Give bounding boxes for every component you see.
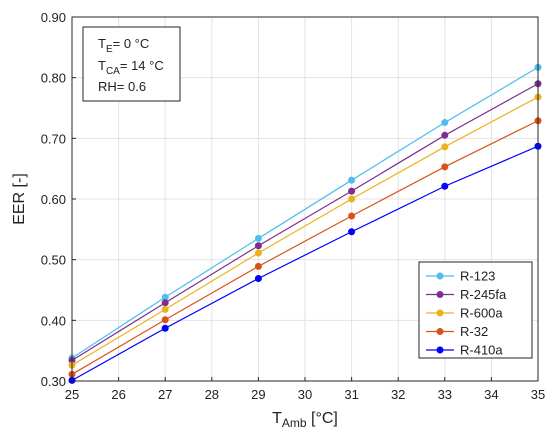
series-r-600a: [68, 93, 542, 369]
data-point: [441, 119, 449, 127]
data-point: [161, 299, 169, 307]
y-tick-label: 0.50: [41, 253, 66, 268]
legend: R-123 R-245fa R-600a R-32 R-410a: [418, 261, 533, 359]
legend-item-r-123: R-123: [426, 269, 495, 284]
data-point: [441, 131, 449, 139]
annotation-box: [82, 26, 181, 102]
legend-marker: [436, 272, 444, 280]
annotation-evaporator-temp-rest: = 0 °C: [113, 36, 150, 51]
annotation-evaporator-temp: TE= 0 °C: [98, 36, 149, 55]
legend-marker: [436, 291, 444, 298]
x-tick-label: 28: [205, 387, 219, 402]
x-tick-label: 29: [251, 387, 265, 402]
data-point: [254, 262, 262, 270]
series-line: [71, 120, 539, 375]
data-point: [254, 242, 262, 250]
y-axis-label: EER [-]: [11, 173, 28, 225]
annotation-air-temp-rest: = 14 °C: [120, 58, 164, 73]
data-point: [161, 305, 169, 313]
legend-label: R-600a: [460, 306, 503, 321]
data-point: [254, 249, 262, 257]
y-tick-label: 0.30: [41, 374, 66, 389]
legend-label: R-245fa: [460, 287, 507, 302]
legend-box: [418, 261, 533, 359]
data-point: [254, 234, 262, 242]
series-r-245fa: [68, 80, 542, 364]
data-point: [441, 182, 449, 190]
data-point: [348, 187, 356, 195]
y-tick-label: 0.40: [41, 313, 66, 328]
axis-ticks: 25 26 27 28 29 30 31 32 33 34 35 0.30 0.40 0.50 0.60 0.…: [41, 10, 546, 402]
annotation-air-temp-sub: CA: [106, 66, 120, 77]
x-axis-label: TAmb [°C]: [272, 410, 338, 430]
legend-marker: [436, 346, 444, 354]
legend-item-r-32: R-32: [426, 324, 488, 339]
y-tick-label: 0.90: [41, 10, 66, 25]
x-tick-label: 32: [391, 387, 405, 402]
annotation-air-temp-main: T: [98, 58, 106, 73]
series-line: [71, 145, 539, 381]
legend-marker: [436, 309, 444, 317]
series-line: [71, 66, 539, 359]
annotation-air-temp: TCA= 14 °C: [98, 58, 164, 77]
x-tick-label: 35: [531, 387, 545, 402]
x-tick-label: 33: [438, 387, 452, 402]
x-tick-label: 30: [298, 387, 312, 402]
annotation-evaporator-temp-main: T: [98, 36, 106, 51]
data-point: [441, 163, 449, 171]
data-point: [441, 143, 449, 151]
data-point: [161, 316, 169, 324]
x-tick-label: 34: [484, 387, 498, 402]
y-tick-label: 0.60: [41, 192, 66, 207]
data-point: [348, 195, 356, 203]
series-r-32: [68, 117, 542, 378]
conditions-annotation: TE= 0 °C TCA= 14 °C RH= 0.6: [82, 26, 181, 102]
legend-item-r-600a: R-600a: [426, 306, 503, 321]
legend-item-r-410a: R-410a: [426, 343, 503, 358]
y-tick-label: 0.70: [41, 131, 66, 146]
legend-marker: [436, 328, 444, 335]
legend-label: R-410a: [460, 343, 503, 358]
annotation-humidity: RH= 0.6: [98, 79, 146, 94]
series-line: [71, 83, 539, 361]
x-tick-label: 27: [158, 387, 172, 402]
x-axis-label-main: T: [272, 410, 282, 427]
legend-label: R-123: [460, 269, 495, 284]
x-tick-label: 26: [111, 387, 125, 402]
legend-item-r-245fa: R-245fa: [426, 287, 507, 302]
data-point: [348, 212, 356, 220]
data-point: [161, 293, 169, 301]
data-point: [254, 274, 262, 282]
series-line: [71, 96, 539, 366]
data-point: [348, 176, 356, 184]
x-tick-label: 31: [344, 387, 358, 402]
y-tick-label: 0.80: [41, 71, 66, 86]
annotation-evaporator-temp-sub: E: [106, 44, 113, 55]
x-axis-label-unit: [°C]: [307, 410, 338, 427]
legend-label: R-32: [460, 324, 488, 339]
data-point: [161, 324, 169, 332]
data-point: [348, 228, 356, 236]
x-axis-label-sub: Amb: [282, 416, 307, 430]
x-tick-label: 25: [65, 387, 79, 402]
legend-items: R-123 R-245fa R-600a R-32 R-410a: [426, 269, 507, 358]
